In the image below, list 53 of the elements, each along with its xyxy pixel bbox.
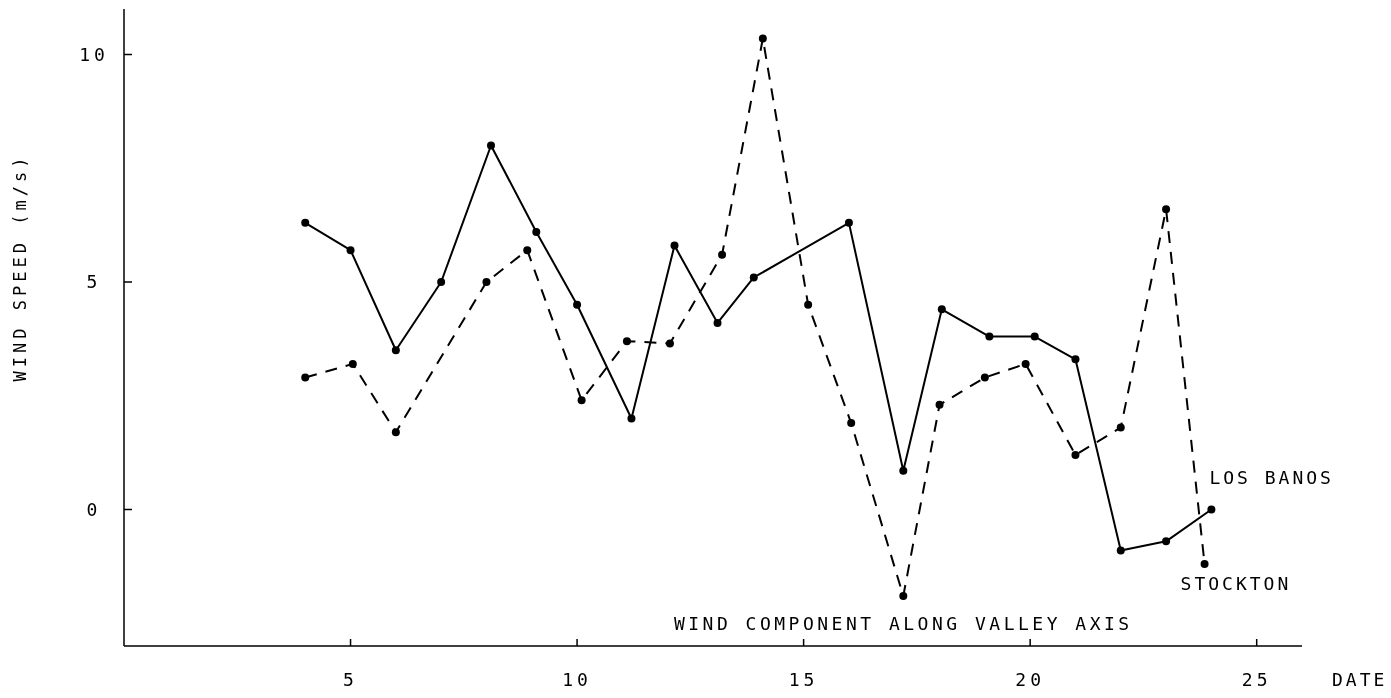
point	[523, 246, 532, 255]
point	[1200, 560, 1209, 569]
point	[577, 396, 586, 405]
point	[1021, 359, 1030, 368]
point	[437, 278, 446, 286]
series-label: LOS BANOS	[1209, 466, 1334, 488]
point	[713, 318, 722, 327]
point	[627, 414, 636, 423]
point	[899, 591, 908, 600]
point	[391, 428, 400, 437]
y-tick-label: 5	[86, 271, 102, 293]
point	[749, 273, 758, 282]
point	[348, 359, 357, 368]
x-tick-label: 10	[562, 669, 592, 690]
point	[804, 300, 813, 309]
point	[1162, 537, 1171, 546]
point	[899, 466, 908, 475]
annotation: WIND COMPONENT ALONG VALLEY AXIS	[673, 613, 1133, 634]
point	[301, 373, 310, 382]
point	[670, 241, 679, 250]
point	[937, 305, 946, 314]
point	[301, 218, 310, 227]
point	[532, 227, 541, 236]
point	[665, 339, 674, 348]
point	[1071, 355, 1080, 364]
point	[758, 34, 767, 43]
y-tick-label: 0	[86, 498, 102, 520]
point	[346, 246, 355, 255]
point	[1116, 546, 1125, 555]
point	[844, 218, 853, 227]
x-axis-title: DATE	[1332, 669, 1388, 690]
point	[935, 400, 944, 409]
y-axis-title: WIND SPEED (m/s)	[10, 153, 30, 382]
point	[1162, 205, 1171, 214]
point	[718, 250, 727, 259]
y-tick-label: 10	[79, 43, 109, 65]
point	[482, 278, 491, 286]
series-label: STOCKTON	[1180, 573, 1292, 595]
point	[391, 346, 400, 355]
point	[1207, 505, 1216, 514]
x-tick-label: 25	[1241, 669, 1272, 690]
point	[1071, 450, 1080, 459]
point	[622, 337, 631, 346]
point	[486, 141, 495, 150]
x-tick-label: 5	[343, 669, 358, 690]
point	[1116, 423, 1125, 432]
point	[980, 373, 989, 382]
point	[573, 300, 582, 309]
x-tick-label: 15	[788, 669, 819, 690]
point	[847, 419, 856, 428]
point	[1030, 332, 1039, 341]
point	[985, 332, 994, 341]
x-tick-label: 20	[1015, 669, 1045, 690]
